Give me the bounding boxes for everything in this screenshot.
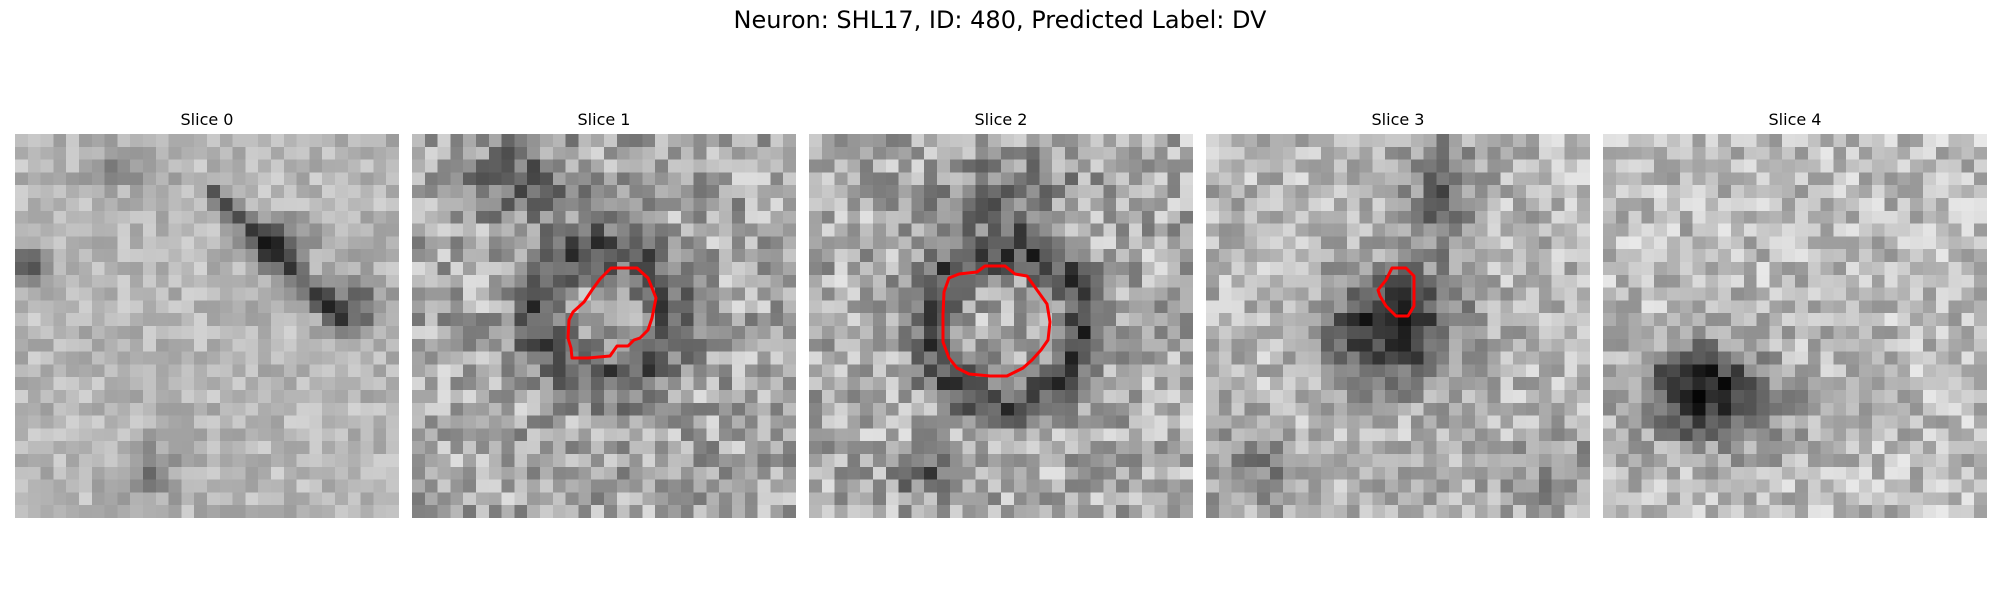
slice-image-2 <box>809 134 1193 518</box>
slice-title-3: Slice 3 <box>1371 110 1425 129</box>
slice-canvas-2 <box>809 134 1193 518</box>
slice-panel-3: Slice 3 <box>1206 108 1590 518</box>
slice-panel-1: Slice 1 <box>412 108 796 518</box>
slice-title-2: Slice 2 <box>974 110 1028 129</box>
slice-canvas-0 <box>15 134 399 518</box>
slice-panel-0: Slice 0 <box>15 108 399 518</box>
slice-panel-2: Slice 2 <box>809 108 1193 518</box>
slice-canvas-4 <box>1603 134 1987 518</box>
slice-panel-4: Slice 4 <box>1603 108 1987 518</box>
figure-title: Neuron: SHL17, ID: 480, Predicted Label:… <box>733 6 1267 34</box>
slice-title-4: Slice 4 <box>1768 110 1822 129</box>
slice-image-3 <box>1206 134 1590 518</box>
slice-image-0 <box>15 134 399 518</box>
slice-title-0: Slice 0 <box>180 110 234 129</box>
slice-image-4 <box>1603 134 1987 518</box>
slice-canvas-3 <box>1206 134 1590 518</box>
slice-title-1: Slice 1 <box>577 110 631 129</box>
slice-canvas-1 <box>412 134 796 518</box>
slice-image-1 <box>412 134 796 518</box>
